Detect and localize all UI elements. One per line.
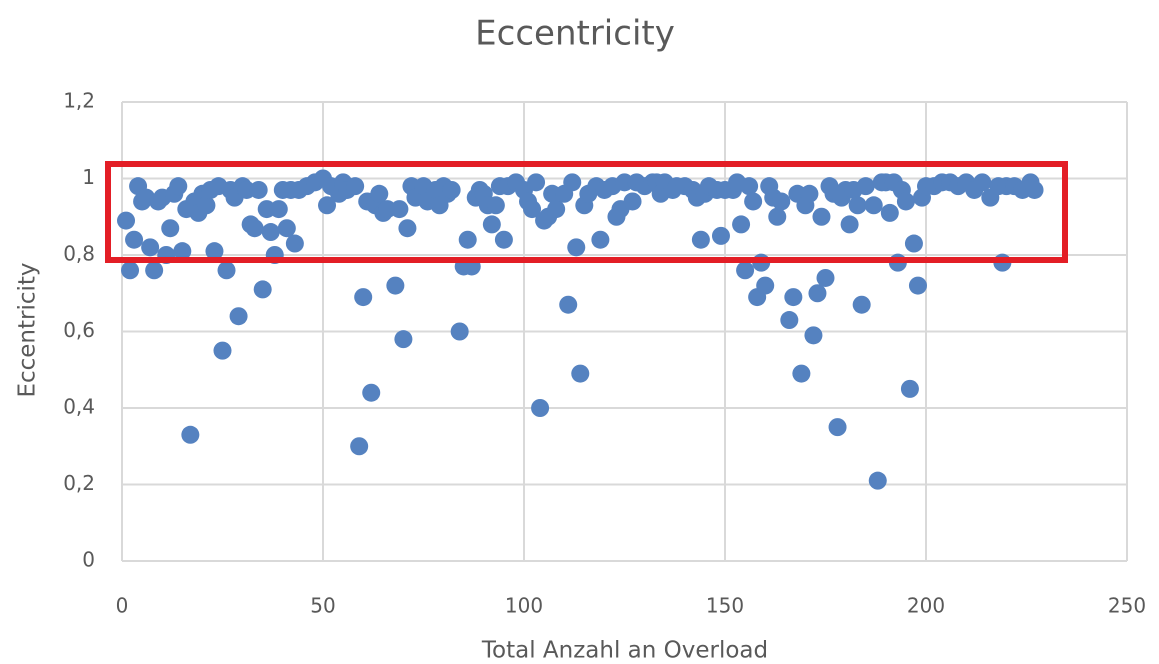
highlight-box [105, 161, 1068, 263]
x-tick-label: 250 [1108, 594, 1146, 618]
point [117, 211, 136, 230]
point [245, 219, 264, 238]
point [161, 219, 180, 238]
point [623, 192, 642, 211]
point [253, 280, 272, 299]
point [354, 288, 373, 307]
point [768, 207, 787, 226]
x-tick-label: 100 [505, 594, 543, 618]
point [217, 261, 236, 280]
point [229, 307, 248, 326]
point [772, 192, 791, 211]
point [181, 425, 200, 444]
point [812, 207, 831, 226]
point [531, 399, 550, 417]
point [567, 238, 586, 257]
point [908, 276, 927, 295]
point [523, 200, 542, 219]
point [896, 192, 915, 211]
point [486, 196, 505, 215]
point [285, 234, 304, 253]
x-tick-label: 200 [907, 594, 945, 618]
point [804, 326, 823, 345]
y-tick-label: 1 [82, 165, 95, 189]
point [780, 311, 799, 330]
point [691, 230, 710, 249]
point [169, 177, 188, 196]
point [591, 230, 610, 249]
grid: 0 0,2 0,4 0,6 0,8 1 1,2 0 50 100 150 200 250 [63, 89, 1146, 618]
y-tick-label: 0,2 [63, 471, 95, 495]
point [547, 200, 566, 219]
point [213, 341, 232, 360]
point [973, 173, 992, 192]
point [900, 379, 919, 398]
point [269, 200, 288, 219]
x-tick-label: 50 [310, 594, 335, 618]
point [249, 180, 268, 199]
point [848, 196, 867, 215]
point [494, 230, 513, 249]
point [880, 203, 899, 222]
point [740, 177, 759, 196]
y-tick-label: 0,6 [63, 318, 95, 342]
y-tick-label: 0 [82, 548, 95, 572]
point [559, 295, 578, 314]
point [197, 196, 216, 215]
point [125, 230, 144, 249]
y-tick-label: 0,8 [63, 242, 95, 266]
point [121, 261, 140, 280]
point [840, 215, 859, 234]
point [386, 276, 405, 295]
x-tick-label: 150 [706, 594, 744, 618]
point [318, 196, 337, 215]
y-axis-title: Eccentricity [15, 262, 41, 397]
point [527, 173, 546, 192]
point [205, 242, 224, 261]
point [482, 215, 501, 234]
x-axis-title: Total Anzahl an Overload [481, 638, 768, 664]
y-tick-label: 0,4 [63, 395, 95, 419]
point [756, 276, 775, 295]
point [732, 215, 751, 234]
point [145, 261, 164, 280]
point [563, 173, 582, 192]
y-tick-label: 1,2 [63, 89, 95, 113]
point [390, 200, 409, 219]
point [792, 364, 811, 383]
point [458, 230, 477, 249]
point [350, 437, 369, 456]
point [141, 238, 160, 257]
point [346, 177, 365, 196]
point [800, 184, 819, 203]
point [362, 383, 381, 402]
point [277, 219, 296, 238]
x-tick-label: 0 [116, 594, 129, 618]
point [442, 180, 461, 199]
point [868, 471, 887, 490]
point [394, 330, 413, 349]
point [370, 184, 389, 203]
points [117, 169, 1044, 490]
point [856, 177, 875, 196]
point [571, 364, 590, 383]
point [450, 322, 469, 341]
point [784, 288, 803, 307]
point [864, 196, 883, 215]
point [398, 219, 417, 238]
point [808, 284, 827, 303]
point [711, 226, 730, 245]
point [828, 418, 847, 437]
point [852, 295, 871, 314]
chart-title: Eccentricity [475, 14, 675, 54]
point [816, 268, 835, 287]
point [1025, 180, 1044, 199]
point [744, 192, 763, 211]
point [736, 261, 755, 280]
point [904, 234, 923, 253]
point [261, 223, 280, 242]
point [173, 242, 192, 261]
